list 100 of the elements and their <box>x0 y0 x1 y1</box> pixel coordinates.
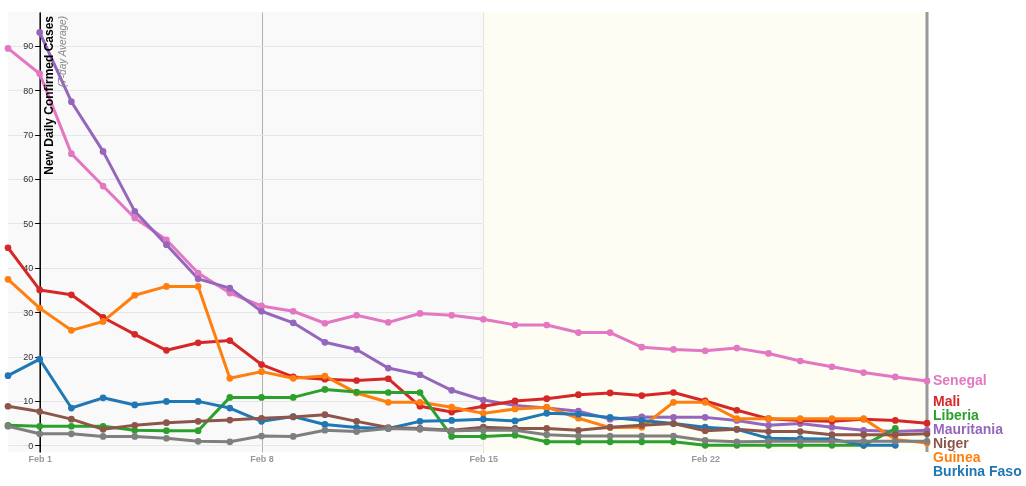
series-label: Guinea <box>933 449 981 465</box>
point <box>701 414 709 421</box>
point <box>733 406 741 414</box>
point <box>828 431 836 439</box>
series-label: Senegal <box>933 371 987 388</box>
point <box>36 70 44 78</box>
point <box>4 45 12 52</box>
point <box>828 423 836 431</box>
point <box>543 321 551 329</box>
point <box>258 414 265 422</box>
text: Liberia <box>933 407 980 423</box>
point <box>479 410 487 417</box>
point <box>670 389 677 396</box>
point <box>384 389 392 396</box>
point <box>194 418 202 425</box>
series-label: Mauritania <box>933 421 1004 437</box>
point <box>36 286 44 294</box>
point <box>163 398 170 405</box>
point <box>4 275 12 283</box>
point <box>701 347 709 355</box>
point <box>606 329 614 336</box>
point <box>321 386 329 393</box>
point <box>575 329 582 336</box>
point <box>321 319 329 327</box>
point <box>479 396 487 404</box>
point <box>575 438 582 446</box>
point <box>258 361 265 368</box>
point <box>99 426 107 433</box>
y-tick-label: 0 <box>28 440 34 451</box>
point <box>321 426 329 434</box>
point <box>258 307 265 315</box>
point <box>765 422 772 429</box>
point <box>860 438 867 445</box>
point <box>448 386 456 394</box>
point <box>923 419 931 427</box>
point <box>4 372 12 379</box>
point <box>765 350 772 357</box>
point <box>194 275 202 283</box>
point <box>638 438 646 446</box>
point <box>258 302 265 310</box>
point <box>575 432 582 440</box>
point <box>353 346 360 353</box>
point <box>923 430 931 438</box>
y-tick-label: 30 <box>23 307 34 318</box>
point <box>99 148 107 155</box>
y-axis-title: New Daily Confirmed Cases <box>41 15 56 175</box>
point <box>289 433 297 440</box>
point <box>226 394 234 401</box>
point <box>68 291 75 299</box>
point <box>99 182 107 190</box>
point <box>194 269 202 277</box>
point <box>796 428 804 435</box>
point <box>321 411 329 419</box>
point <box>384 319 392 326</box>
point <box>733 344 741 352</box>
point <box>68 150 75 157</box>
point <box>416 310 424 317</box>
point <box>194 438 202 445</box>
point <box>638 343 646 351</box>
point <box>448 403 456 411</box>
point <box>891 431 899 439</box>
point <box>479 315 487 323</box>
point <box>36 408 44 415</box>
point <box>226 337 234 344</box>
point <box>163 241 170 248</box>
point <box>575 426 582 434</box>
y-tick-label: 60 <box>23 174 34 185</box>
point <box>575 391 582 399</box>
point <box>194 339 202 347</box>
point <box>163 434 170 442</box>
point <box>448 408 456 416</box>
point <box>511 397 519 405</box>
point <box>163 427 170 435</box>
annotation: (7-day Average) <box>56 16 68 88</box>
point <box>131 433 139 440</box>
point <box>606 438 614 446</box>
point <box>448 311 456 319</box>
point <box>194 398 202 405</box>
point <box>68 327 75 334</box>
point <box>606 432 614 440</box>
point <box>765 438 772 445</box>
point <box>226 374 234 382</box>
point <box>448 417 456 424</box>
point <box>4 402 12 410</box>
point <box>36 422 44 430</box>
x-tick-label: Feb 22 <box>691 453 720 464</box>
point <box>479 415 487 423</box>
y-tick-label: 90 <box>23 41 34 52</box>
point <box>543 395 551 403</box>
point <box>163 419 170 427</box>
point <box>511 405 519 413</box>
point <box>68 430 75 438</box>
point <box>99 433 107 440</box>
y-tick-label: 50 <box>23 218 34 229</box>
point <box>321 421 329 428</box>
x-tick-label: Feb 8 <box>250 453 274 464</box>
x-tick-label: Feb 1 <box>28 453 52 464</box>
point <box>416 371 424 379</box>
point <box>353 311 360 319</box>
point <box>131 291 139 299</box>
